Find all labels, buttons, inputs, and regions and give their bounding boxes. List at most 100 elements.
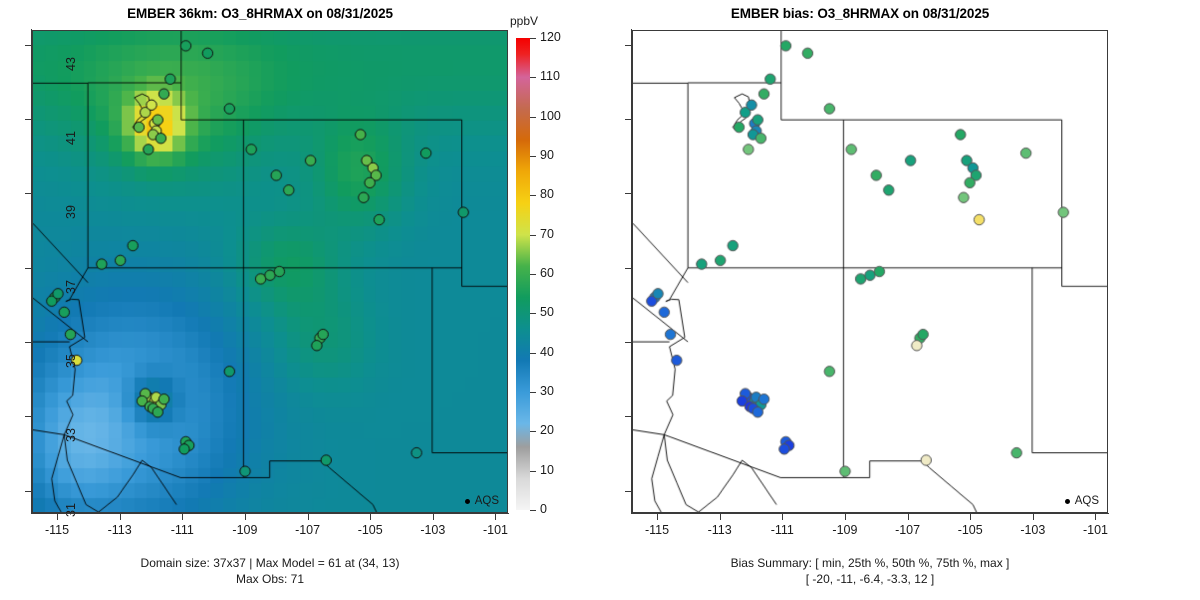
bias-caption-line2: [ -20, -11, -6.4, -3.3, 12 ] <box>805 571 935 586</box>
colorbar-tick-label: 60 <box>540 266 554 280</box>
y-axis-tick <box>625 416 631 418</box>
bias-map-canvas[interactable] <box>633 31 1107 512</box>
panel-model-title: EMBER 36km: O3_8HRMAX on 08/31/2025 <box>127 6 393 21</box>
bias-caption-line1: Bias Summary: [ min, 25th %, 50th %, 75t… <box>730 556 1010 570</box>
y-axis-tick <box>625 342 631 344</box>
x-axis-tick-label: -109 <box>232 523 258 537</box>
colorbar-tick-label: 100 <box>540 108 561 123</box>
x-axis-tick-label: -107 <box>295 523 321 537</box>
colorbar-tick-label: 40 <box>540 344 554 359</box>
colorbar-tick <box>530 313 536 315</box>
x-axis-tick-label: -101 <box>482 523 508 537</box>
x-axis-tick-label: -101 <box>1082 523 1108 537</box>
colorbar-tick-label: 90 <box>540 148 554 162</box>
x-axis-tick-label: -111 <box>770 523 794 537</box>
x-axis-tick <box>657 514 659 520</box>
model-caption-line2: Max Obs: 71 <box>235 571 305 586</box>
x-axis-tick <box>57 514 59 520</box>
y-axis-tick <box>625 193 631 195</box>
y-axis-tick <box>625 44 631 46</box>
colorbar-tick-label: 20 <box>540 423 554 438</box>
x-axis-tick-label: -115 <box>645 523 670 537</box>
x-axis-tick-label: -103 <box>420 523 446 537</box>
y-axis-tick <box>625 490 631 492</box>
x-axis-tick <box>970 514 972 520</box>
colorbar-tick <box>530 38 536 39</box>
aqs-legend-label: AQS <box>474 495 499 507</box>
aqs-legend-bias: AQS <box>1064 495 1099 507</box>
y-axis-tick-label: 37 <box>64 279 78 294</box>
colorbar-tick-label: 110 <box>540 69 560 84</box>
x-axis-tick <box>432 514 434 520</box>
colorbar-tick-label: 50 <box>540 305 554 320</box>
colorbar-tick <box>530 510 536 511</box>
y-axis-tick <box>25 119 31 121</box>
colorbar-tick-label: 0 <box>540 502 547 516</box>
model-map-canvas[interactable] <box>33 31 507 512</box>
x-axis-tick <box>307 514 309 520</box>
colorbar-tick-label: 30 <box>540 384 554 398</box>
y-axis-tick <box>25 490 31 492</box>
y-axis-tick <box>625 119 631 121</box>
model-map-frame[interactable]: AQS <box>32 30 508 513</box>
bias-caption: Bias Summary: [ min, 25th %, 50th %, 75t… <box>600 556 1140 587</box>
aqs-legend-model: AQS <box>464 495 499 507</box>
x-axis-tick <box>844 514 846 520</box>
colorbar-tick <box>530 392 536 393</box>
y-axis-tick <box>25 193 31 195</box>
x-axis-tick <box>182 514 184 520</box>
x-axis-tick <box>782 514 784 520</box>
colorbar-tick-label: 10 <box>540 462 554 477</box>
model-colorbar-gradient <box>516 38 530 510</box>
x-axis-tick-label: -111 <box>170 523 194 537</box>
y-axis-tick-label: 35 <box>64 354 78 369</box>
x-axis-tick <box>495 514 497 520</box>
panel-model: EMBER 36km: O3_8HRMAX on 08/31/2025 AQS … <box>25 6 590 586</box>
colorbar-tick <box>530 431 536 433</box>
aqs-marker-icon <box>464 498 470 504</box>
colorbar-tick <box>530 352 536 354</box>
colorbar-tick <box>530 195 536 197</box>
y-axis-line <box>631 29 632 514</box>
x-axis-tick-label: -103 <box>1020 523 1046 537</box>
colorbar-tick <box>530 156 536 157</box>
x-axis-tick-label: -105 <box>957 523 983 537</box>
colorbar-tick <box>530 470 536 472</box>
model-colorbar-title: ppbV <box>510 14 539 28</box>
y-axis-line <box>31 29 32 514</box>
x-axis-tick-label: -109 <box>832 523 858 537</box>
y-axis-tick-label: 39 <box>64 205 78 220</box>
model-colorbar-ticks: 0 10 20 30 40 50 60 70 80 90 100 110 120 <box>530 30 590 516</box>
panel-bias-title: EMBER bias: O3_8HRMAX on 08/31/2025 <box>730 6 990 21</box>
colorbar-tick-label: 70 <box>540 226 554 241</box>
y-axis-tick <box>25 44 31 46</box>
colorbar-tick-label: 120 <box>540 30 561 44</box>
aqs-marker-icon <box>1064 498 1070 504</box>
colorbar-tick <box>530 234 536 236</box>
colorbar-tick-label: 80 <box>540 187 554 202</box>
x-axis-tick <box>907 514 909 520</box>
x-axis-tick-label: -113 <box>107 523 132 537</box>
bias-map-frame[interactable]: AQS <box>632 30 1108 513</box>
y-axis-tick <box>25 342 31 344</box>
aqs-legend-label: AQS <box>1074 495 1099 507</box>
x-axis-line <box>31 513 509 514</box>
y-axis-tick <box>25 416 31 418</box>
colorbar-tick <box>530 77 536 79</box>
x-axis-tick <box>370 514 372 520</box>
y-axis-tick-label: 31 <box>64 502 78 517</box>
y-axis-tick-label: 33 <box>64 428 78 443</box>
colorbar-tick <box>530 116 536 118</box>
x-axis-tick-label: -115 <box>45 523 70 537</box>
x-axis-tick <box>244 514 246 520</box>
x-axis-tick <box>1032 514 1034 520</box>
x-axis-tick-label: -107 <box>895 523 921 537</box>
x-axis-tick <box>719 514 721 520</box>
y-axis-tick <box>625 267 631 269</box>
x-axis-line <box>631 513 1109 514</box>
x-axis-tick-label: -113 <box>707 523 732 537</box>
y-axis-tick-label: 43 <box>64 56 78 71</box>
colorbar-tick <box>530 274 536 275</box>
panel-bias: EMBER bias: O3_8HRMAX on 08/31/2025 AQS … <box>600 0 1200 600</box>
